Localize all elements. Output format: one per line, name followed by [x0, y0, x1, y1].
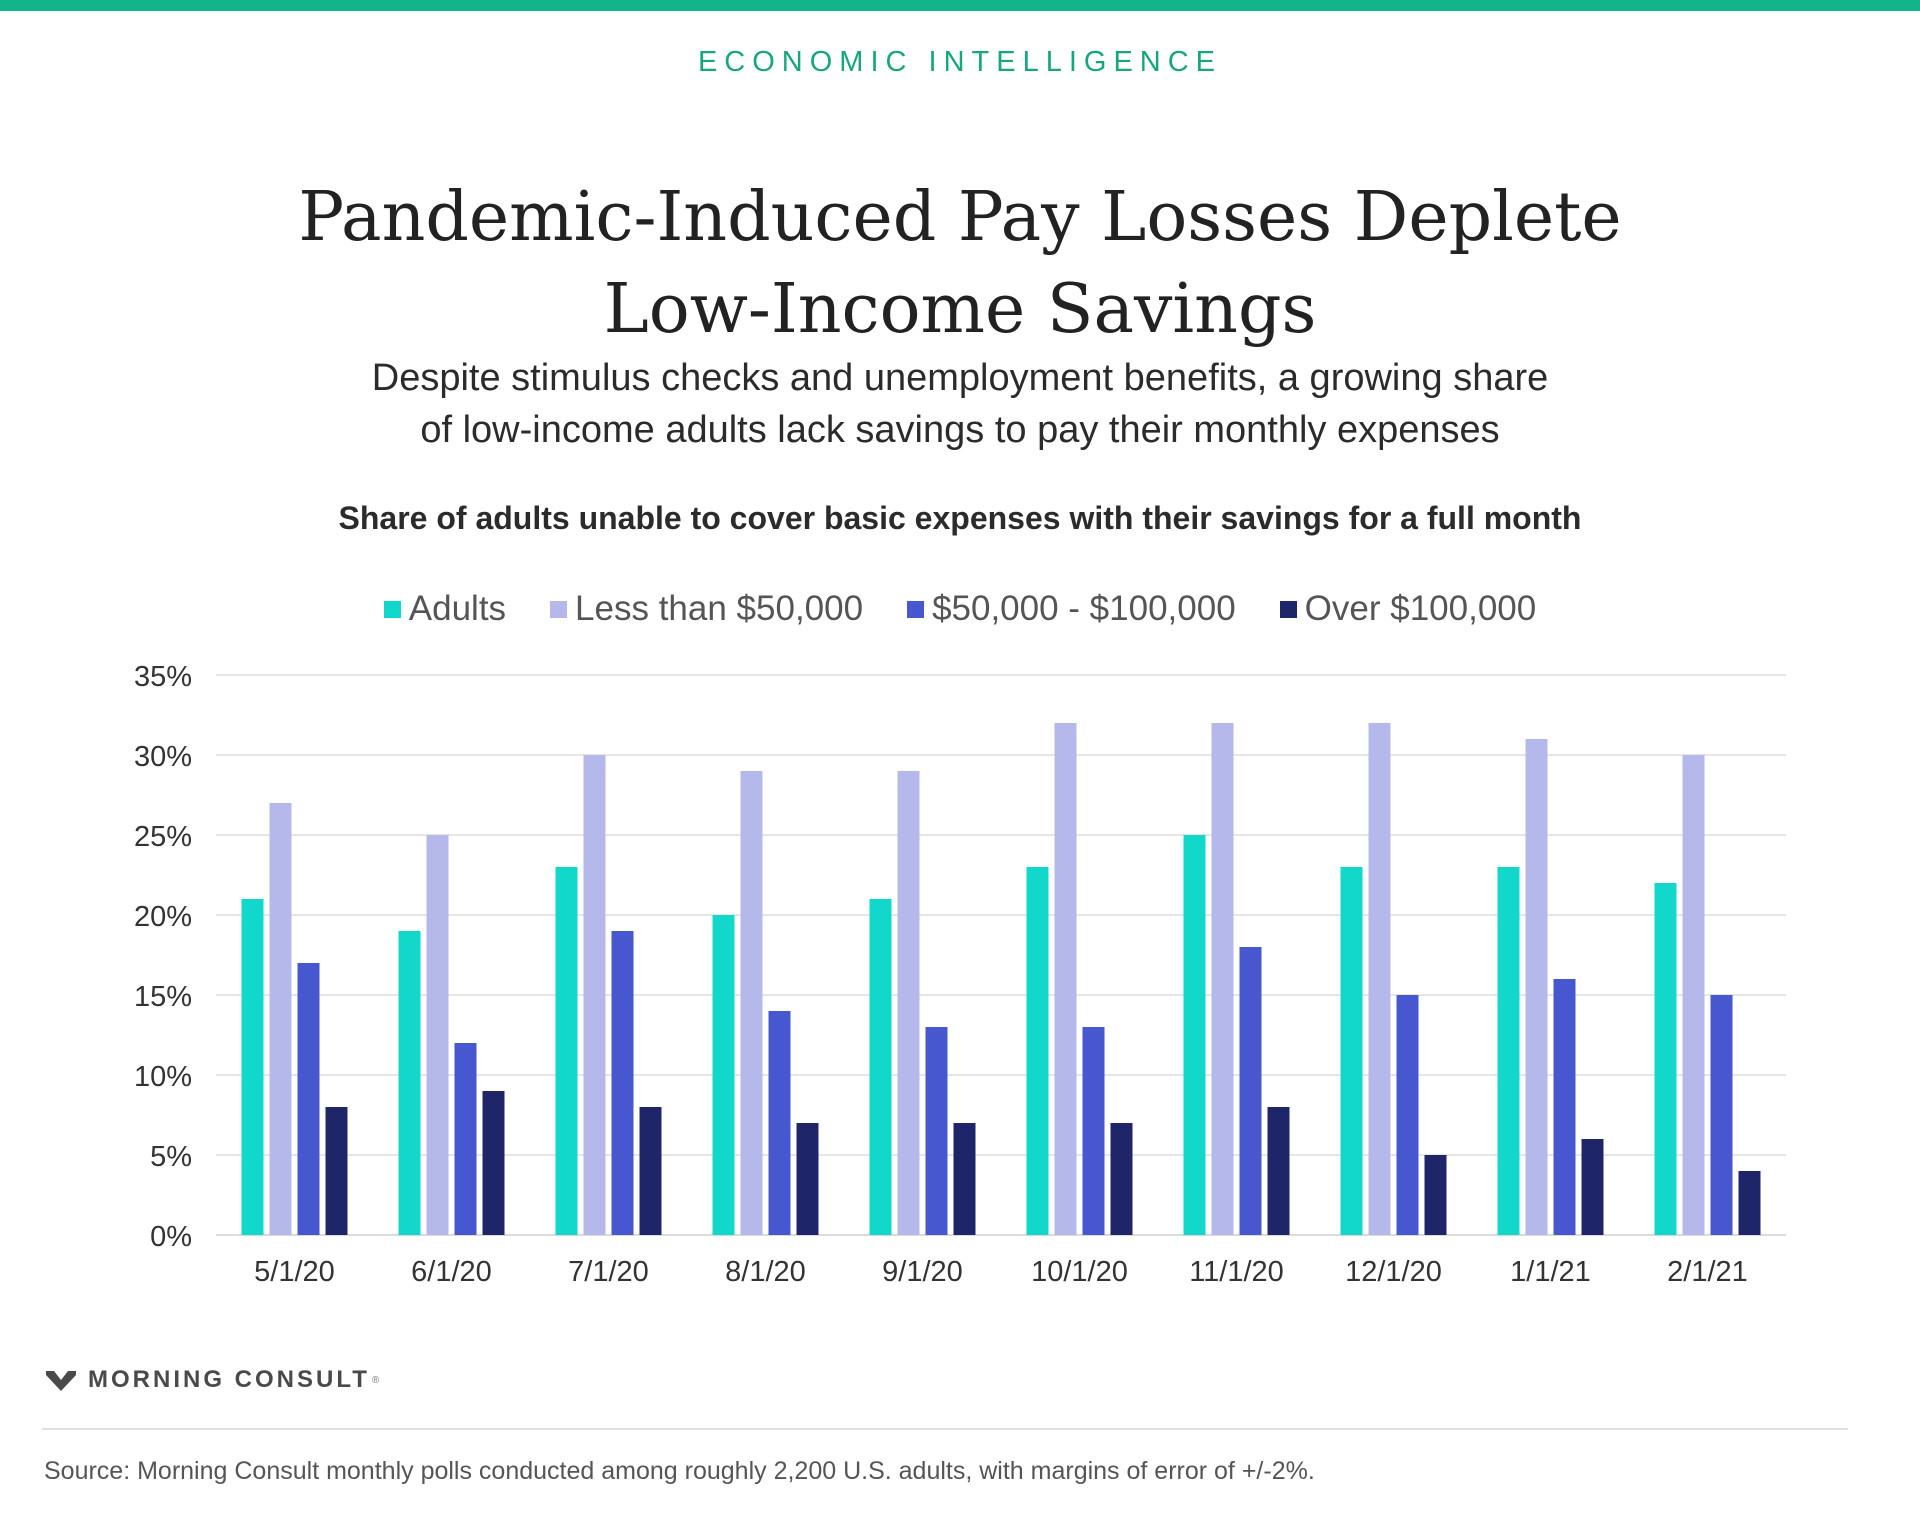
legend-label-over-100k: Over $100,000	[1304, 589, 1537, 628]
bar	[639, 1107, 662, 1235]
y-axis-ticks: 0% 5% 10% 15% 20% 25% 30% 35%	[134, 661, 192, 1253]
subtitle-line-1: Despite stimulus checks and unemployment…	[371, 357, 1549, 399]
section-kicker: ECONOMIC INTELLIGENCE	[697, 46, 1223, 78]
bar	[1682, 755, 1705, 1235]
bar	[1581, 1139, 1604, 1235]
y-tick-label: 35%	[134, 661, 192, 693]
bar	[796, 1123, 819, 1235]
x-tick-label: 6/1/20	[411, 1256, 492, 1288]
bar	[897, 771, 920, 1235]
bar	[398, 931, 421, 1235]
x-tick-label: 1/1/21	[1510, 1256, 1591, 1288]
logo-trademark: ®	[371, 1374, 380, 1386]
bars	[241, 723, 1761, 1235]
footer-divider	[42, 1428, 1848, 1430]
bar	[1553, 979, 1576, 1235]
y-tick-label: 0%	[150, 1221, 192, 1253]
x-tick-label: 2/1/21	[1667, 1256, 1748, 1288]
legend-swatch-over-100k	[1279, 600, 1297, 618]
bar	[869, 899, 892, 1235]
x-tick-label: 9/1/20	[882, 1256, 963, 1288]
bar	[1183, 835, 1206, 1235]
bar	[712, 915, 735, 1235]
x-tick-label: 12/1/20	[1345, 1256, 1442, 1288]
accent-top-bar	[0, 0, 1920, 11]
legend-label-adults: Adults	[408, 589, 507, 628]
bar	[1368, 723, 1391, 1235]
legend-item-adults: Adults	[383, 589, 507, 629]
bar	[740, 771, 763, 1235]
title-line-2: Low-Income Savings	[603, 270, 1317, 349]
legend-label-50k-100k: $50,000 - $100,000	[932, 589, 1236, 628]
chart-legend: Adults Less than $50,000 $50,000 - $100,…	[0, 589, 1920, 629]
subtitle-line-2: of low-income adults lack savings to pay…	[420, 409, 1500, 451]
y-tick-label: 25%	[134, 821, 192, 853]
bar	[297, 963, 320, 1235]
legend-item-over-100k: Over $100,000	[1279, 589, 1537, 629]
x-tick-label: 8/1/20	[725, 1256, 806, 1288]
bar	[1211, 723, 1234, 1235]
bar	[1267, 1107, 1290, 1235]
legend-swatch-under-50k	[550, 600, 568, 618]
page-title: Pandemic-Induced Pay Losses Deplete Low-…	[160, 172, 1760, 356]
chart-title: Share of adults unable to cover basic ex…	[338, 500, 1582, 536]
bar	[1396, 995, 1419, 1235]
page-subtitle: Despite stimulus checks and unemployment…	[200, 352, 1720, 456]
bar-chart: 0% 5% 10% 15% 20% 25% 30% 35% 5/1/20 6/1/20 7/1/2…	[134, 661, 1786, 1288]
x-tick-label: 7/1/20	[568, 1256, 649, 1288]
bar	[1082, 1027, 1105, 1235]
y-tick-label: 30%	[134, 741, 192, 773]
bar	[1525, 739, 1548, 1235]
bar	[426, 835, 449, 1235]
bar	[269, 803, 292, 1235]
bar	[1424, 1155, 1447, 1235]
logo-wordmark: MORNING CONSULT	[88, 1366, 370, 1393]
bar	[482, 1091, 505, 1235]
y-tick-label: 20%	[134, 901, 192, 933]
legend-swatch-50k-100k	[907, 600, 925, 618]
bar	[1026, 867, 1049, 1235]
bar	[1239, 947, 1262, 1235]
bar	[925, 1027, 948, 1235]
x-tick-label: 10/1/20	[1031, 1256, 1128, 1288]
x-tick-label: 5/1/20	[254, 1256, 335, 1288]
bar	[583, 755, 606, 1235]
morning-consult-logo: MORNING CONSULT ®	[46, 1366, 379, 1394]
bar	[1110, 1123, 1133, 1235]
source-note: Source: Morning Consult monthly polls co…	[44, 1457, 1315, 1485]
y-tick-label: 10%	[134, 1061, 192, 1093]
legend-item-under-50k: Less than $50,000	[550, 589, 863, 629]
bar	[1710, 995, 1733, 1235]
bar	[241, 899, 264, 1235]
bar	[1497, 867, 1520, 1235]
bar	[768, 1011, 791, 1235]
bar	[1654, 883, 1677, 1235]
legend-item-50k-100k: $50,000 - $100,000	[907, 589, 1236, 629]
logo-m-icon	[46, 1371, 76, 1391]
bar	[1340, 867, 1363, 1235]
gridlines	[216, 674, 1786, 1236]
x-tick-label: 11/1/20	[1189, 1256, 1284, 1288]
legend-swatch-adults	[383, 600, 401, 618]
x-axis-ticks: 5/1/20 6/1/20 7/1/20 8/1/20 9/1/20 10/1/20 11/…	[254, 1256, 1748, 1288]
bar	[454, 1043, 477, 1235]
bar	[611, 931, 634, 1235]
bar	[1738, 1171, 1761, 1235]
title-line-1: Pandemic-Induced Pay Losses Deplete	[298, 178, 1622, 257]
y-tick-label: 15%	[134, 981, 192, 1013]
legend-label-under-50k: Less than $50,000	[575, 589, 864, 628]
bar	[555, 867, 578, 1235]
y-tick-label: 5%	[150, 1141, 192, 1173]
bar	[1054, 723, 1077, 1235]
bar	[953, 1123, 976, 1235]
bar	[325, 1107, 348, 1235]
